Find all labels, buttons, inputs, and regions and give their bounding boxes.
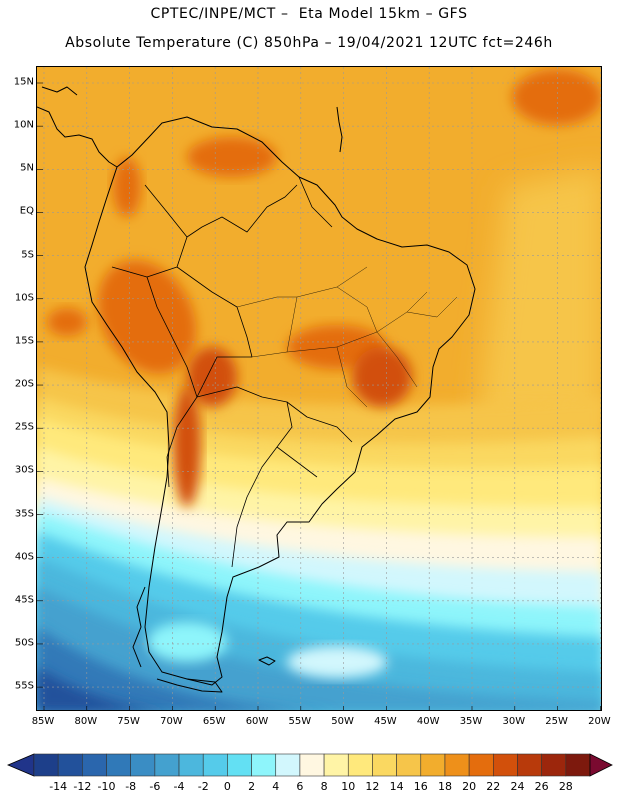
lon-label: 80W	[74, 716, 98, 727]
state-borders	[236, 266, 458, 408]
lon-label: 30W	[502, 716, 526, 727]
lon-label: 55W	[288, 716, 312, 727]
colorbar-swatch	[541, 753, 567, 777]
colorbar	[0, 748, 618, 800]
temperature-map-canvas	[37, 67, 601, 710]
lat-label: 20S	[14, 378, 34, 390]
colorbar-label: 18	[437, 780, 452, 793]
colorbar-label: 20	[462, 780, 477, 793]
title-line-2: Absolute Temperature (C) 850hPa – 19/04/…	[65, 35, 553, 51]
colorbar-high-arrow	[589, 753, 613, 777]
lon-label: 45W	[374, 716, 397, 727]
colorbar-swatch	[444, 753, 470, 777]
temperature-field	[37, 67, 601, 710]
colorbar-label: -14	[49, 780, 68, 793]
lat-label: 50S	[14, 637, 34, 649]
colorbar-label: 16	[413, 780, 428, 793]
colorbar-swatch	[517, 753, 542, 777]
colorbar-label: 8	[320, 780, 328, 793]
lon-label: 25W	[545, 716, 568, 727]
colorbar-swatch	[33, 753, 59, 777]
lat-label: 15N	[13, 76, 34, 88]
colorbar-label: 0	[223, 780, 231, 793]
colorbar-swatch	[468, 753, 494, 777]
lat-label: 35S	[14, 508, 34, 519]
lon-label: 35W	[459, 716, 483, 727]
colorbar-swatch	[82, 753, 107, 777]
colorbar-swatch	[323, 753, 349, 777]
colorbar-low-arrow	[6, 753, 35, 777]
colorbar-swatch	[106, 753, 131, 777]
temperature-map	[36, 66, 602, 711]
lon-label: 60W	[245, 716, 269, 727]
colorbar-label: 10	[341, 780, 356, 793]
colorbar-swatch	[275, 753, 301, 777]
colorbar-swatch	[565, 753, 591, 777]
lat-label: EQ	[19, 205, 34, 217]
colorbar-swatch	[396, 753, 422, 777]
lat-label: 5N	[20, 162, 34, 174]
colorbar-swatch	[178, 753, 204, 777]
colorbar-swatch	[130, 753, 156, 777]
colorbar-label: -2	[197, 780, 209, 793]
colorbar-label: -8	[125, 780, 137, 793]
lat-label: 15S	[14, 335, 34, 347]
colorbar-label: 4	[272, 780, 280, 793]
colorbar-canvas	[6, 753, 613, 777]
lat-label: 10N	[13, 119, 34, 131]
lon-label: 20W	[588, 716, 611, 727]
colorbar-label: -12	[73, 780, 92, 793]
colorbar-label: 26	[534, 780, 549, 793]
colorbar-swatch	[420, 753, 446, 777]
title-line-1: CPTEC/INPE/MCT – Eta Model 15km – GFS	[150, 6, 468, 22]
lat-label: 45S	[14, 594, 34, 606]
lon-label: 85W	[31, 716, 55, 727]
colorbar-label: 28	[558, 780, 573, 793]
lon-label: 40W	[416, 716, 440, 727]
colorbar-swatch	[372, 753, 397, 777]
lat-label: 55S	[14, 680, 34, 692]
colorbar-swatch	[493, 753, 518, 777]
colorbar-label: 6	[296, 780, 304, 793]
graticule	[37, 67, 601, 710]
colorbar-swatch	[347, 753, 373, 777]
colorbar-swatch	[154, 753, 180, 777]
lat-label: 10S	[14, 292, 34, 304]
colorbar-swatch	[57, 753, 83, 777]
colorbar-label: -6	[149, 780, 161, 793]
coastlines	[37, 86, 476, 693]
lat-label: 30S	[14, 464, 34, 476]
colorbar-swatch	[202, 753, 228, 777]
colorbar-label: -10	[97, 780, 116, 793]
lon-label: 50W	[331, 716, 354, 727]
colorbar-label: 14	[389, 780, 404, 793]
colorbar-swatch	[251, 753, 277, 777]
colorbar-label: 24	[510, 780, 525, 793]
colorbar-label: -4	[173, 780, 185, 793]
colorbar-swatch	[299, 753, 325, 777]
lat-label: 40S	[14, 551, 34, 563]
colorbar-swatch	[227, 753, 252, 777]
colorbar-label: 12	[365, 780, 380, 793]
lat-label: 5S	[21, 249, 34, 261]
lon-label: 70W	[160, 716, 183, 727]
colorbar-label: 2	[248, 780, 256, 793]
lon-label: 65W	[202, 716, 226, 727]
country-borders	[111, 176, 353, 568]
colorbar-label: 22	[486, 780, 501, 793]
lat-label: 25S	[14, 421, 34, 433]
lon-label: 75W	[117, 716, 140, 727]
